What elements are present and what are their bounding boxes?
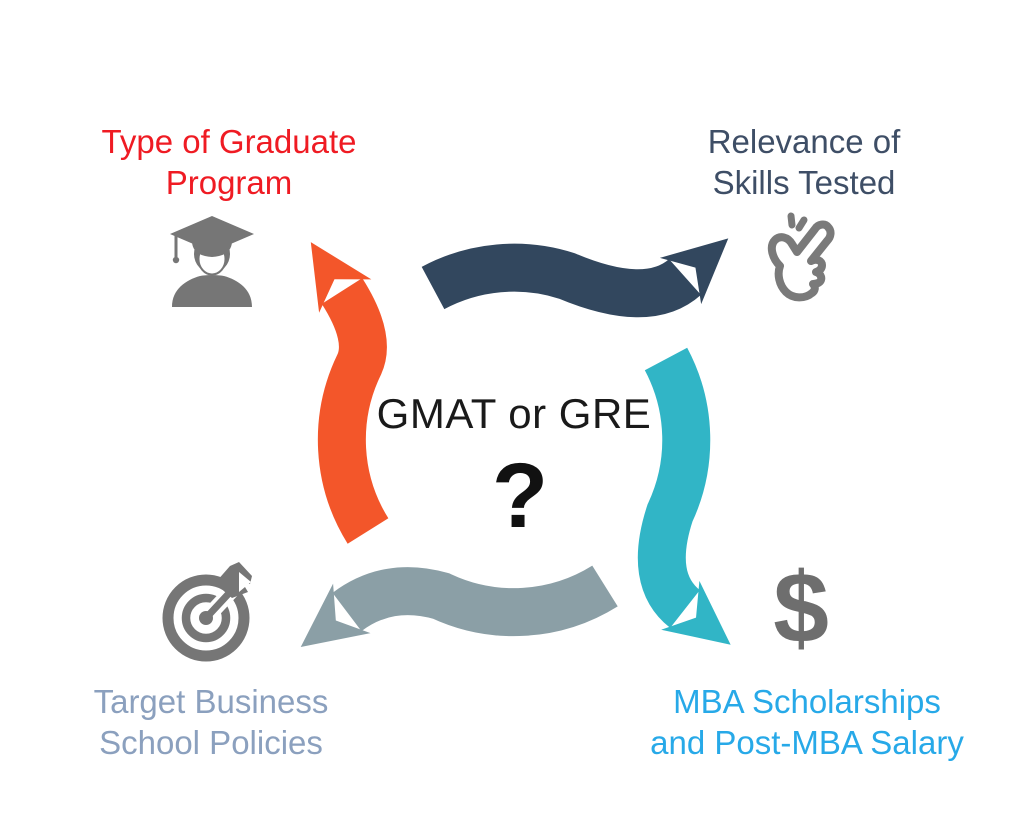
label-relevance-of-skills-tested: Relevance of Skills Tested (644, 121, 964, 203)
graduate-tassel-end (172, 256, 180, 264)
target-dart-icon (162, 562, 252, 662)
target-inner-ring (181, 593, 231, 643)
label-line: Program (165, 164, 293, 201)
label-line: School Policies (99, 724, 323, 761)
snap-hand-outline (767, 220, 835, 302)
label-target-business-school-policies: Target Business School Policies (41, 681, 381, 763)
label-line: and Post-MBA Salary (650, 724, 964, 761)
dart-shaft (202, 586, 236, 622)
arrow-right-teal (637, 347, 731, 645)
snap-mark-diagonal (795, 216, 808, 232)
target-outer-ring (162, 574, 250, 662)
question-mark: ? (491, 445, 549, 547)
dart-feather (216, 562, 252, 598)
label-line: Relevance of (707, 123, 901, 160)
snap-mark-vertical (787, 212, 796, 229)
arrow-left-orange (310, 242, 389, 544)
snap-fingers-icon (767, 212, 835, 302)
label-type-of-graduate-program: Type of Graduate Program (64, 121, 394, 203)
arrow-top-navy (421, 238, 729, 318)
graduate-shoulders (172, 275, 252, 307)
dart-feather-notch (239, 572, 251, 592)
arrow-bottom-gray (300, 565, 618, 647)
label-line: Target Business (93, 683, 329, 720)
center-title: GMAT or GRE (376, 390, 652, 437)
label-mba-scholarships-salary: MBA Scholarships and Post-MBA Salary (627, 681, 987, 763)
graduate-cap-base (192, 242, 232, 257)
label-line: Type of Graduate (101, 123, 357, 160)
graduate-student-icon (170, 216, 254, 307)
graduate-cap-board (170, 216, 254, 252)
dollar-sign-icon: $ (773, 552, 829, 664)
label-line: Skills Tested (712, 164, 896, 201)
label-line: MBA Scholarships (673, 683, 941, 720)
